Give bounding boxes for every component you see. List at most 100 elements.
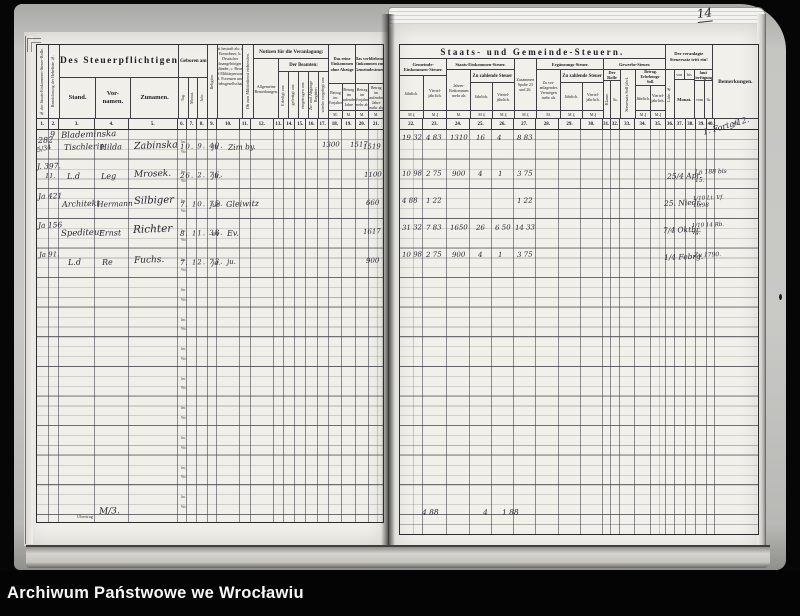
- col20-header: Betrag im Vorjahre mehr als M.: [355, 84, 370, 118]
- colnum: 33.: [620, 119, 636, 129]
- col33-label: Steuersatz Soll jährl.: [625, 76, 630, 112]
- colnum: 39.: [696, 119, 708, 129]
- col30-label: Viertel- jährlich.: [586, 91, 600, 102]
- hw-stand: Architekt: [61, 198, 100, 209]
- column-rule: [240, 130, 251, 522]
- col35-label: Viertel- jährlich.: [651, 93, 665, 103]
- state-tax-due-group: Zu zahlende Steuer Jährlich. M ₰ Viertel…: [471, 70, 514, 118]
- row-mark: Jm.: [181, 406, 187, 411]
- hw-gemeinde-jaehrlich: 10 98: [401, 169, 423, 178]
- hw-staat-viertel: 1: [497, 250, 503, 259]
- notes-group-title: Notizen für die Veranlagung:: [254, 45, 329, 59]
- row-mark: Wo.: [181, 268, 187, 272]
- colnum: 26.: [492, 119, 514, 129]
- hw-jahres-einkommen: 900: [451, 169, 466, 178]
- column-rule: [447, 130, 471, 534]
- col29-label: Jährlich.: [564, 94, 579, 99]
- row-mark: Jm.: [181, 495, 187, 500]
- col21-label: Betrag im laufenden Jahre mehr als: [369, 84, 384, 110]
- col11-header: Ob zum Militärdienst einberufen.: [243, 45, 255, 118]
- hw-jahres-einkommen: 900: [451, 250, 466, 259]
- col27-unit: M ₰: [514, 110, 537, 118]
- colnum: 25.: [470, 119, 493, 129]
- colnum: 30.: [581, 119, 603, 129]
- hw-notiz: Gleiwitz: [225, 198, 260, 209]
- row-mark: Wo.: [181, 475, 187, 480]
- colnum: 13.: [274, 119, 285, 129]
- hw-verfuegung: 1/10 Lt. Vf. 10/98: [692, 194, 724, 210]
- supplement-tax-due-title: Zu zahlende Steuer: [560, 70, 604, 83]
- col22-unit: M ₰: [400, 110, 423, 118]
- col24-label: Jahres- Einkommen mehr als: [448, 82, 469, 98]
- hw-gemeinde-viertel: 1 22: [425, 196, 442, 205]
- col23-header: Viertel- jährlich. M ₰: [423, 76, 447, 118]
- column-rule: [470, 130, 493, 534]
- col18-unit: M.: [329, 110, 342, 118]
- column-rule: [707, 130, 715, 534]
- col40-label: №: [706, 97, 711, 102]
- colnum: 38.: [686, 119, 697, 129]
- row-mark: Jm.: [181, 199, 187, 204]
- colnum: 24.: [447, 119, 471, 129]
- col31-label: Klasse.: [604, 93, 609, 106]
- colnum: 2.: [49, 119, 60, 129]
- colnum: 4.: [95, 119, 129, 129]
- hw-gemeinde-jaehrlich: 19 32: [401, 133, 423, 142]
- column-rule: [342, 130, 356, 522]
- roll-group: Der Rolle Klasse. №.: [604, 70, 621, 118]
- column-rule: [666, 130, 675, 534]
- column-rule: [715, 130, 758, 534]
- hw-religion: ju.: [211, 258, 221, 267]
- column-rule: [369, 130, 383, 522]
- colnum: 12.: [251, 119, 274, 129]
- right-column-rules: [400, 130, 758, 534]
- column-rule: [129, 130, 178, 522]
- right-table-title: Staats- und Gemeinde-Steuern.: [400, 45, 665, 59]
- rate-effective-group: Der veranlagte Steuersatz tritt ein! Lfd…: [665, 45, 713, 118]
- col24-unit: M.: [447, 110, 471, 118]
- roll-group-title: Der Rolle: [604, 70, 620, 81]
- hw-gemeinde-jaehrlich: 10 98: [401, 250, 423, 259]
- colnum: 18.: [329, 119, 343, 129]
- hw-stand2: Tischlerin: [63, 141, 105, 152]
- hw-zuname: Silbiger: [133, 194, 175, 207]
- hw-stand: L.d: [67, 257, 82, 267]
- jahr-label: Jahr.: [200, 94, 205, 102]
- hw-zusammen: 1 22: [516, 196, 533, 205]
- column-rule: [492, 130, 514, 534]
- hw-religion: ev: [211, 229, 220, 238]
- col26-unit: M ₰: [492, 110, 514, 118]
- hw-einkommen: 1300: [321, 140, 340, 149]
- column-rule: [37, 130, 49, 522]
- col37-top-label: von: [675, 70, 685, 79]
- column-rule: [675, 130, 686, 534]
- hw-gemeinde-viertel: 2 75: [425, 250, 442, 259]
- column-rule: [178, 130, 188, 522]
- supplement-tax-title: Ergänzungs-Steuer.: [537, 59, 604, 70]
- hw-vorname: Leg: [100, 171, 117, 181]
- officials-group-title: Der Beamten:: [278, 59, 329, 72]
- col26-header: Viertel- jährlich. M ₰: [492, 83, 514, 118]
- hw-verfuegung: Zu 1790.: [693, 251, 722, 259]
- hw-religion: ju.: [211, 171, 222, 180]
- left-column-numbers: 1. 2. 3. 4. 5. 6. 7. 8. 9. 10. 11. 12. 1…: [37, 119, 383, 130]
- hw-vorname: Ernst: [98, 228, 122, 238]
- tag-label: Tag.: [181, 94, 186, 102]
- col34-unit: M ₰: [636, 110, 650, 118]
- hw-gemeinde-viertel: 2 75: [425, 169, 442, 178]
- hw-house: 9: [49, 129, 56, 139]
- col35-unit: M ₰: [651, 110, 665, 118]
- row-mark: Wo.: [181, 327, 187, 332]
- row-mark: Jm.: [181, 140, 187, 144]
- col30-header: Viertel- jährlich. M ₰: [582, 83, 604, 118]
- decree-title: laut Verfügung: [694, 70, 712, 81]
- hw-stand: L.d: [66, 171, 81, 181]
- hw-total-zusammen: 1 88: [501, 507, 519, 517]
- hw-stand: Blademinska: [60, 129, 117, 141]
- col2-header-label: Bezeichnung der Hebeliste №.: [51, 55, 56, 108]
- bemerkungen-header: Bemerkungen.: [718, 78, 753, 85]
- hw-zusammen: 3 75: [516, 250, 533, 259]
- colnum: 23.: [423, 119, 447, 129]
- col13-label: Erledigt am:: [280, 84, 285, 106]
